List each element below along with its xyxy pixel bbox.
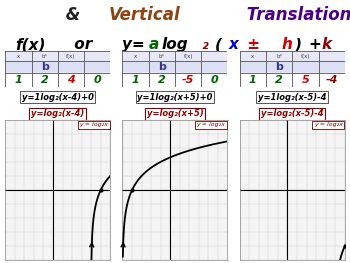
Text: y=: y= <box>122 37 145 52</box>
Bar <box>84 61 110 73</box>
Text: k: k <box>321 37 331 52</box>
Text: x: x <box>228 37 238 52</box>
Text: y = log₂x: y = log₂x <box>196 123 225 128</box>
Bar <box>266 51 292 61</box>
Text: bˣ: bˣ <box>42 53 48 59</box>
Bar <box>122 73 149 87</box>
Text: y=1log₂(x-5)-4: y=1log₂(x-5)-4 <box>258 93 327 102</box>
Bar <box>175 61 201 73</box>
Text: y=log₂(x+5): y=log₂(x+5) <box>147 109 203 118</box>
Bar <box>58 73 84 87</box>
Bar <box>149 51 175 61</box>
Bar <box>240 61 266 73</box>
Text: f(x): f(x) <box>183 53 193 59</box>
Bar <box>292 61 318 73</box>
Bar <box>122 61 149 73</box>
Text: -5: -5 <box>182 75 194 85</box>
Text: x: x <box>134 53 137 59</box>
Text: 0: 0 <box>93 75 101 85</box>
Text: 2: 2 <box>275 75 283 85</box>
Text: x: x <box>251 53 254 59</box>
Bar <box>149 61 175 73</box>
Text: y=log₂(x-5)-4: y=log₂(x-5)-4 <box>261 109 323 118</box>
Bar <box>318 51 345 61</box>
Bar <box>201 61 228 73</box>
Text: 2: 2 <box>41 75 49 85</box>
Text: f(x): f(x) <box>301 53 310 59</box>
Bar <box>266 73 292 87</box>
Text: ±: ± <box>241 37 265 52</box>
Text: or: or <box>69 37 97 52</box>
Bar <box>32 73 58 87</box>
Bar <box>149 73 175 87</box>
Text: 2: 2 <box>158 75 166 85</box>
Text: 1: 1 <box>132 75 140 85</box>
Text: 1: 1 <box>249 75 257 85</box>
Text: bˣ: bˣ <box>276 53 282 59</box>
Text: ): ) <box>295 37 302 52</box>
Text: bˣ: bˣ <box>159 53 165 59</box>
Text: +: + <box>308 37 321 52</box>
Text: y = log₂x: y = log₂x <box>314 123 343 128</box>
Bar <box>292 51 318 61</box>
Bar <box>58 51 84 61</box>
Bar <box>318 73 345 87</box>
Text: (: ( <box>215 37 222 52</box>
Bar <box>84 73 110 87</box>
Bar <box>240 51 266 61</box>
Bar <box>266 61 292 73</box>
Text: Translations: Translations <box>241 6 350 24</box>
Bar <box>175 73 201 87</box>
Text: b: b <box>158 62 166 72</box>
Bar <box>201 51 228 61</box>
Text: x: x <box>17 53 20 59</box>
Bar <box>84 51 110 61</box>
Text: log: log <box>162 37 188 52</box>
Bar <box>5 61 32 73</box>
Text: 0: 0 <box>210 75 218 85</box>
Text: 1: 1 <box>14 75 22 85</box>
Text: &: & <box>60 6 86 24</box>
Text: b: b <box>41 62 49 72</box>
Text: y = log₂x: y = log₂x <box>79 123 108 128</box>
Bar <box>5 51 32 61</box>
Text: Vertical: Vertical <box>109 6 181 24</box>
Bar <box>122 51 149 61</box>
Text: 5: 5 <box>301 75 309 85</box>
Bar <box>175 51 201 61</box>
Bar <box>240 73 266 87</box>
Text: f(x): f(x) <box>66 53 76 59</box>
Text: y=1log₂(x+5)+0: y=1log₂(x+5)+0 <box>137 93 213 102</box>
Text: y=1log₂(x-4)+0: y=1log₂(x-4)+0 <box>22 93 94 102</box>
Text: y=log₂(x-4): y=log₂(x-4) <box>31 109 84 118</box>
Text: f(x): f(x) <box>15 37 46 52</box>
Bar <box>58 61 84 73</box>
Bar <box>32 61 58 73</box>
Text: b: b <box>275 62 283 72</box>
Text: ₂: ₂ <box>202 37 208 52</box>
Bar <box>292 73 318 87</box>
Bar <box>5 73 32 87</box>
Bar <box>201 73 228 87</box>
Text: 4: 4 <box>67 75 75 85</box>
Text: h: h <box>281 37 292 52</box>
Text: a: a <box>148 37 159 52</box>
Bar <box>32 51 58 61</box>
Text: -4: -4 <box>326 75 338 85</box>
Bar <box>318 61 345 73</box>
